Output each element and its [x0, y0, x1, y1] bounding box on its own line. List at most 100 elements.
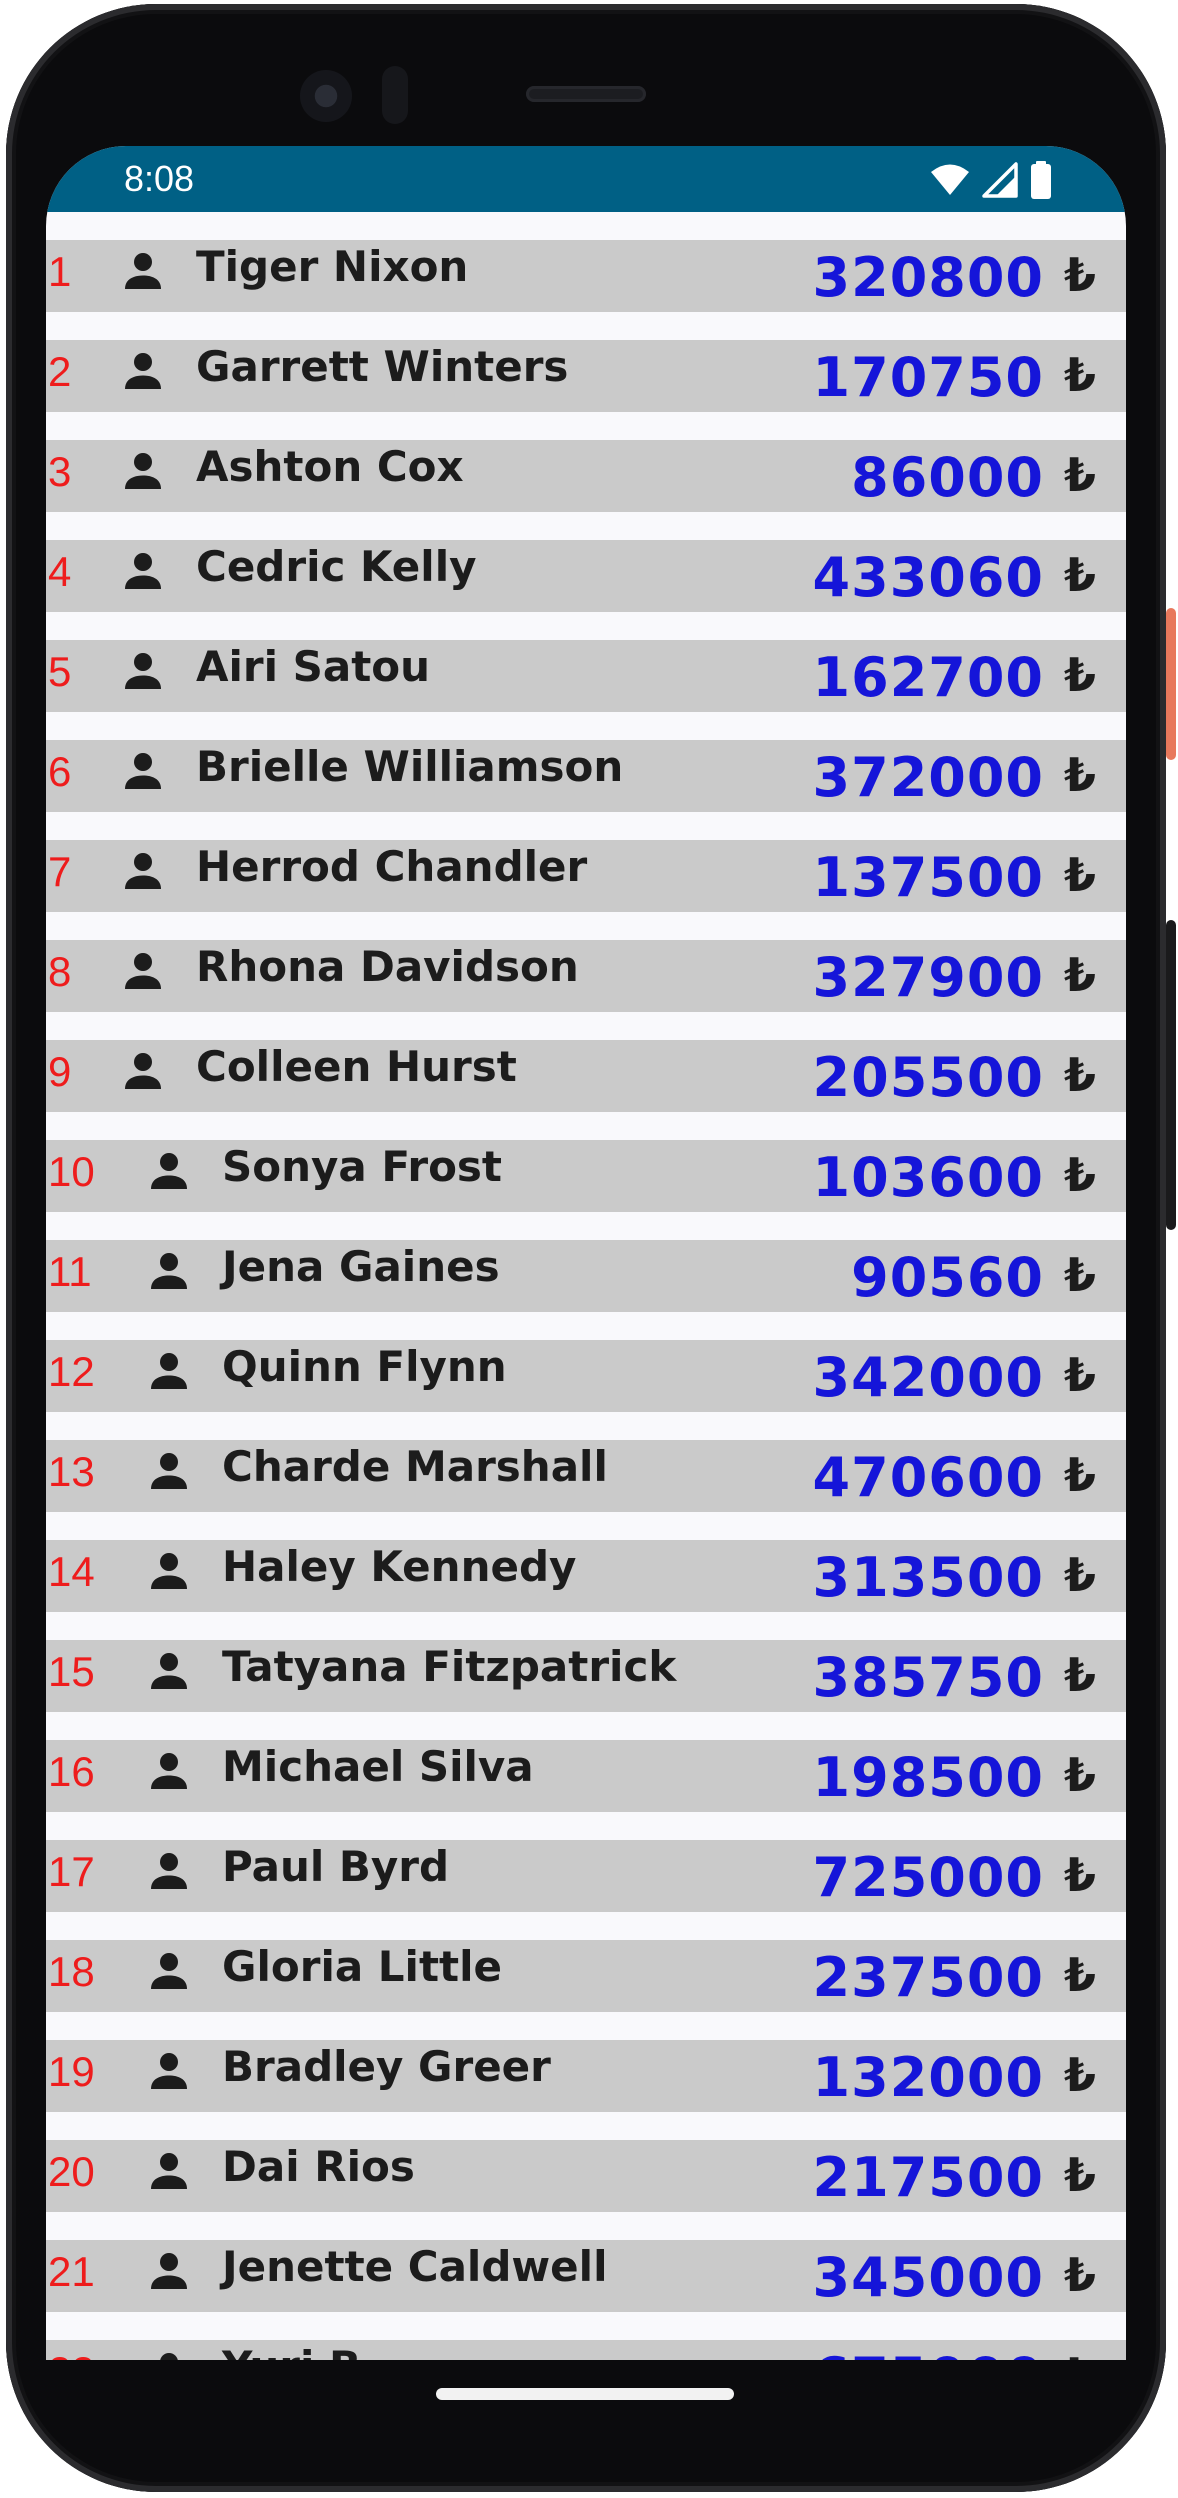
row-index: 20: [48, 2148, 95, 2195]
person-icon: [125, 253, 161, 289]
person-icon: [160, 2353, 178, 2360]
person-icon: [151, 1653, 187, 1689]
currency-symbol: ₺: [1063, 1448, 1096, 1502]
currency-symbol: ₺: [1063, 1248, 1096, 1302]
row-name: Jenette Caldwell: [222, 2242, 608, 2291]
currency-symbol: ₺: [1063, 248, 1096, 302]
row-index: 6: [48, 748, 72, 795]
person-icon: [151, 2153, 187, 2189]
row-index: 22: [48, 2348, 95, 2360]
earpiece-speaker: [526, 86, 646, 102]
front-camera: [300, 70, 352, 122]
currency-symbol: ₺: [1063, 1848, 1096, 1902]
currency-symbol: ₺: [1063, 948, 1096, 1002]
row-name: Airi Satou: [196, 642, 431, 691]
list-item[interactable]: 10 Sonya Frost 103600 ₺: [46, 1140, 1126, 1212]
row-name: Paul Byrd: [222, 1842, 450, 1891]
row-index: 15: [48, 1648, 95, 1695]
person-icon: [151, 1253, 187, 1289]
row-name: Yuri B: [222, 2342, 361, 2360]
status-icons: [930, 160, 1052, 200]
person-icon: [125, 753, 161, 789]
person-icon: [151, 1853, 187, 1889]
list-item[interactable]: 2 Garrett Winters 170750 ₺: [46, 340, 1126, 412]
proximity-sensor: [382, 66, 408, 124]
list-item[interactable]: 7 Herrod Chandler 137500 ₺: [46, 840, 1126, 912]
currency-symbol: ₺: [1063, 2148, 1096, 2202]
currency-symbol: ₺: [1063, 1548, 1096, 1602]
list-item[interactable]: 15 Tatyana Fitzpatrick 385750 ₺: [46, 1640, 1126, 1712]
list-item[interactable]: 13 Charde Marshall 470600 ₺: [46, 1440, 1126, 1512]
currency-symbol: ₺: [1063, 1348, 1096, 1402]
list-item[interactable]: 12 Quinn Flynn 342000 ₺: [46, 1340, 1126, 1412]
list-item[interactable]: 21 Jenette Caldwell 345000 ₺: [46, 2240, 1126, 2312]
person-icon: [125, 653, 161, 689]
list-item[interactable]: 17 Paul Byrd 725000 ₺: [46, 1840, 1126, 1912]
status-time: 8:08: [124, 158, 195, 199]
row-amount: 217500: [812, 2146, 1044, 2209]
list-item[interactable]: 16 Michael Silva 198500 ₺: [46, 1740, 1126, 1812]
list-item[interactable]: 5 Airi Satou 162700 ₺: [46, 640, 1126, 712]
row-amount: 132000: [812, 2046, 1044, 2109]
row-amount: 433060: [812, 546, 1044, 609]
person-icon: [125, 1053, 161, 1089]
currency-symbol: ₺: [1063, 1048, 1096, 1102]
row-amount: 342000: [812, 1346, 1044, 1409]
row-amount: 198500: [812, 1746, 1044, 1809]
list-item[interactable]: 14 Haley Kennedy 313500 ₺: [46, 1540, 1126, 1612]
list-item[interactable]: 4 Cedric Kelly 433060 ₺: [46, 540, 1126, 612]
currency-symbol: ₺: [1063, 848, 1096, 902]
list-item[interactable]: 19 Bradley Greer 132000 ₺: [46, 2040, 1126, 2112]
row-index: 21: [48, 2248, 95, 2295]
list-item[interactable]: 3 Ashton Cox 86000 ₺: [46, 440, 1126, 512]
row-amount: 205500: [812, 1046, 1044, 1109]
row-amount: 103600: [812, 1146, 1044, 1209]
currency-symbol: ₺: [1064, 2348, 1096, 2360]
list-item[interactable]: 1 Tiger Nixon 320800 ₺: [46, 240, 1126, 312]
row-name: Herrod Chandler: [196, 842, 588, 891]
row-name: Quinn Flynn: [222, 1342, 507, 1391]
list-item[interactable]: 9 Colleen Hurst 205500 ₺: [46, 1040, 1126, 1112]
row-amount: 313500: [812, 1546, 1044, 1609]
row-index: 19: [48, 2048, 95, 2095]
row-amount: 237500: [812, 1946, 1044, 2009]
currency-symbol: ₺: [1063, 348, 1096, 402]
row-amount: 372000: [812, 746, 1044, 809]
row-amount: 470600: [812, 1446, 1044, 1509]
list-item[interactable]: 11 Jena Gaines 90560 ₺: [46, 1240, 1126, 1312]
battery-icon: [1031, 161, 1051, 199]
row-name: Michael Silva: [222, 1742, 534, 1791]
row-index: 3: [48, 448, 72, 495]
row-index: 8: [48, 948, 72, 995]
row-name: Haley Kennedy: [222, 1542, 577, 1591]
row-name: Gloria Little: [222, 1942, 502, 1991]
list-item[interactable]: 18 Gloria Little 237500 ₺: [46, 1940, 1126, 2012]
row-index: 14: [48, 1548, 95, 1595]
row-index: 1: [48, 248, 72, 295]
currency-symbol: ₺: [1063, 648, 1096, 702]
currency-symbol: ₺: [1063, 1748, 1096, 1802]
row-amount: 345000: [812, 2246, 1044, 2309]
volume-button: [1166, 920, 1176, 1230]
person-icon: [151, 1453, 187, 1489]
list-item[interactable]: 20 Dai Rios 217500 ₺: [46, 2140, 1126, 2212]
currency-symbol: ₺: [1063, 748, 1096, 802]
screen: 8:08 1 Tiger Nixon 320800 ₺ 2 Garrett Winters…: [46, 146, 1126, 2360]
row-amount: 675000: [813, 2346, 1044, 2360]
home-indicator[interactable]: [436, 2388, 734, 2400]
list-item[interactable]: 8 Rhona Davidson 327900 ₺: [46, 940, 1126, 1012]
row-amount: 327900: [812, 946, 1044, 1009]
currency-symbol: ₺: [1063, 2048, 1096, 2102]
row-name: Sonya Frost: [222, 1142, 502, 1191]
list-item[interactable]: 22 Yuri B 675000 ₺: [46, 2340, 1126, 2360]
person-icon: [151, 1353, 187, 1389]
person-icon: [151, 1953, 187, 1989]
row-name: Cedric Kelly: [196, 542, 477, 591]
row-index: 9: [48, 1048, 72, 1095]
list-item[interactable]: 6 Brielle Williamson 372000 ₺: [46, 740, 1126, 812]
row-index: 5: [48, 648, 72, 695]
row-index: 11: [48, 1248, 92, 1295]
person-icon: [151, 1153, 187, 1189]
currency-symbol: ₺: [1063, 2248, 1096, 2302]
